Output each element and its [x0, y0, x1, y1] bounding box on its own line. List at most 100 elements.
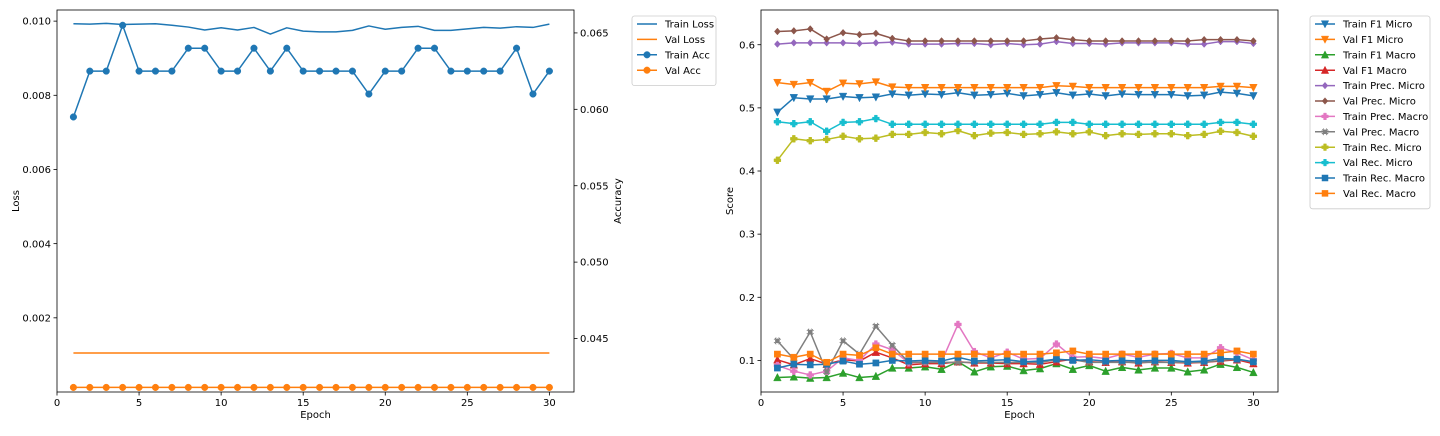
data-point-1-24 — [1167, 84, 1176, 93]
series-line-2 — [777, 360, 1254, 379]
data-point-5-20 — [1102, 37, 1110, 45]
data-point-11-15 — [1020, 350, 1027, 358]
data-point-7-2 — [805, 327, 815, 337]
data-point-3-0 — [69, 383, 77, 391]
legend-label-0: Train Loss — [664, 20, 714, 31]
data-point-1-8 — [904, 84, 913, 93]
data-point-3-21 — [414, 383, 422, 391]
data-point-11-8 — [905, 350, 913, 358]
data-point-9-10 — [937, 120, 946, 128]
data-point-1-0 — [773, 78, 782, 88]
data-point-3-20 — [398, 383, 406, 391]
x-tick-label: 10 — [215, 398, 228, 409]
data-point-2-24 — [463, 67, 471, 75]
data-point-1-20 — [1101, 84, 1110, 93]
legend-box — [631, 15, 717, 86]
x-tick-label: 10 — [919, 398, 932, 409]
data-point-10-23 — [1151, 357, 1159, 364]
data-point-3-6 — [871, 347, 881, 356]
data-point-5-27 — [1217, 35, 1224, 44]
x-tick-label: 0 — [758, 398, 764, 409]
data-point-2-3 — [822, 372, 831, 382]
series-line-2 — [72, 24, 550, 118]
data-point-0-18 — [1068, 91, 1078, 100]
data-point-11-19 — [1085, 350, 1093, 358]
data-point-3-5 — [151, 383, 160, 391]
data-point-1-2 — [806, 78, 815, 88]
data-point-3-28 — [529, 383, 537, 391]
data-point-10-15 — [1020, 358, 1027, 366]
data-point-1-6 — [871, 78, 881, 87]
data-point-1-19 — [1085, 84, 1094, 93]
y2-tick-label: 0.065 — [580, 29, 609, 40]
data-point-2-27 — [513, 44, 521, 52]
data-point-0-2 — [806, 95, 815, 104]
data-point-8-22 — [1134, 130, 1143, 139]
legend-label-2: Train Acc — [664, 50, 710, 61]
data-point-2-1 — [86, 67, 94, 75]
legend-marker-3 — [643, 66, 651, 74]
data-point-11-16 — [1036, 350, 1044, 358]
data-point-1-23 — [1150, 84, 1160, 93]
x-axis-label: Epoch — [300, 410, 331, 421]
data-point-5-25 — [1184, 37, 1192, 45]
data-point-11-20 — [1102, 350, 1110, 358]
plot-frame — [760, 9, 1279, 393]
data-point-2-19 — [381, 67, 389, 75]
legend-marker-0 — [1320, 20, 1330, 29]
data-point-9-20 — [1102, 120, 1110, 128]
data-point-0-15 — [1019, 92, 1028, 101]
series-line-0 — [73, 22, 550, 35]
data-point-5-29 — [1250, 37, 1257, 45]
data-point-3-22 — [430, 383, 439, 391]
legend-label-1: Val Loss — [665, 35, 705, 46]
data-point-10-2 — [806, 361, 814, 369]
data-point-2-21 — [1117, 362, 1127, 372]
data-point-10-13 — [987, 357, 995, 364]
data-point-10-20 — [1102, 357, 1110, 365]
legend-label-6: Train Prec. Macro — [1342, 112, 1428, 123]
legend-marker-6 — [1321, 112, 1329, 120]
data-point-0-5 — [855, 94, 864, 103]
legend: Train F1 Micro Val F1 Micro Train F1 Macro… — [1309, 15, 1431, 210]
data-point-1-29 — [1249, 84, 1258, 93]
data-point-3-27 — [513, 383, 521, 391]
data-point-2-12 — [266, 67, 274, 75]
y-tick-label: 0.1 — [739, 356, 755, 367]
data-point-8-0 — [773, 156, 782, 164]
data-point-10-18 — [1069, 357, 1077, 364]
data-point-9-19 — [1085, 120, 1093, 128]
data-point-5-23 — [1151, 37, 1159, 45]
data-point-9-29 — [1249, 120, 1258, 128]
data-point-11-29 — [1250, 350, 1257, 358]
data-point-1-28 — [1232, 82, 1242, 91]
legend-label-4: Train Prec. Micro — [1342, 81, 1425, 92]
data-point-7-0 — [773, 336, 782, 346]
series-line-9 — [777, 117, 1254, 132]
legend: Train Loss Val Loss Train Acc Val Acc — [631, 15, 717, 86]
data-point-1-17 — [1052, 82, 1061, 91]
data-point-8-3 — [823, 135, 831, 144]
data-point-6-17 — [1052, 340, 1061, 348]
data-point-11-0 — [774, 350, 781, 358]
plot-frame — [56, 9, 575, 393]
data-point-11-23 — [1151, 350, 1159, 358]
data-point-10-26 — [1200, 357, 1208, 365]
data-point-2-0 — [773, 372, 782, 382]
data-point-5-10 — [938, 37, 945, 45]
x-tick-label: 15 — [297, 398, 310, 409]
data-point-10-14 — [1003, 356, 1011, 364]
series-line-7 — [776, 325, 1254, 373]
data-point-8-17 — [1052, 128, 1061, 136]
data-point-4-4 — [839, 39, 847, 47]
series-line-4 — [777, 40, 1254, 46]
data-point-3-15 — [316, 383, 324, 391]
series-line-0 — [776, 91, 1254, 113]
data-point-3-14 — [299, 383, 307, 391]
y-tick-label: 0.2 — [739, 293, 755, 304]
data-point-11-28 — [1233, 347, 1241, 355]
data-point-11-5 — [856, 352, 863, 359]
data-point-2-22 — [430, 44, 439, 52]
data-point-9-26 — [1200, 120, 1208, 128]
